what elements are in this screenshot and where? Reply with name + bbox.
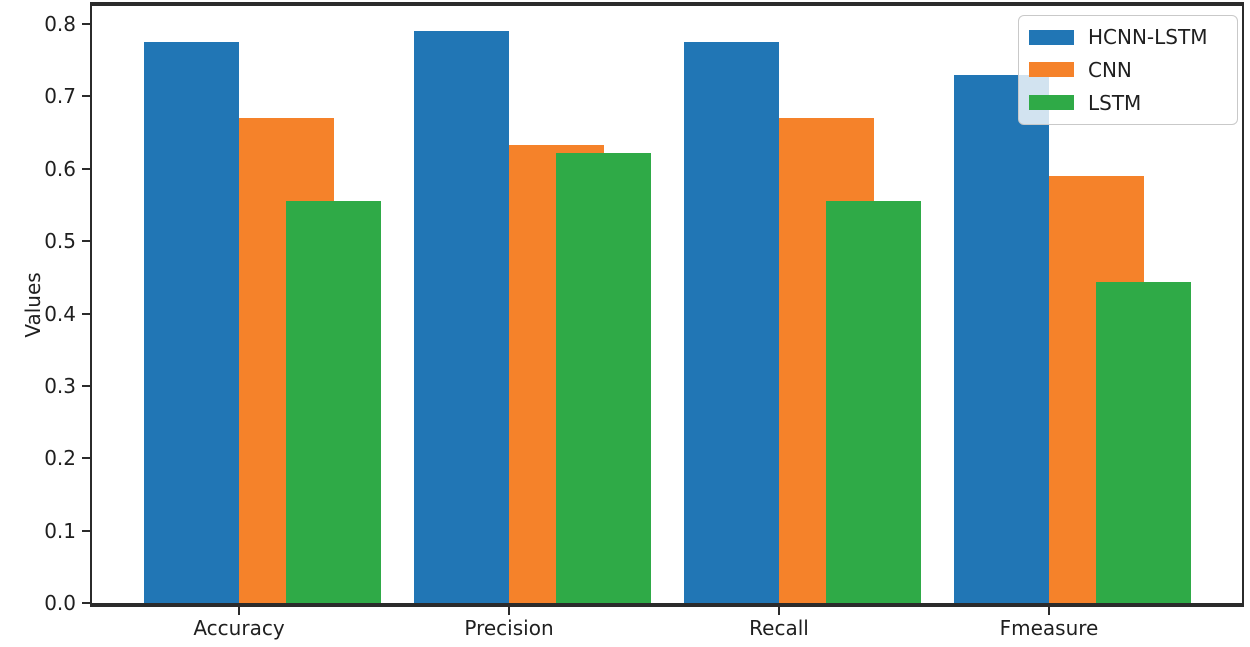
legend-item-cnn: CNN <box>1029 59 1227 81</box>
y-tick-mark <box>82 457 90 459</box>
y-tick-label-0-6: 0.6 <box>44 157 76 181</box>
x-tick-label-recall: Recall <box>749 616 809 640</box>
y-tick-mark <box>82 313 90 315</box>
y-tick-mark <box>82 168 90 170</box>
y-tick-label-0-1: 0.1 <box>44 519 76 543</box>
x-tick-label-precision: Precision <box>464 616 554 640</box>
bar-precision-hcnn-lstm <box>414 31 509 603</box>
plot-area: HCNN-LSTM CNN LSTM <box>90 2 1244 607</box>
legend-label-hcnn-lstm: HCNN-LSTM <box>1088 25 1208 50</box>
legend-swatch-cnn <box>1029 62 1074 78</box>
bar-accuracy-hcnn-lstm <box>144 42 239 603</box>
bar-recall-hcnn-lstm <box>684 42 779 603</box>
bar-fmeasure-hcnn-lstm <box>954 75 1049 603</box>
legend-swatch-hcnn-lstm <box>1029 29 1074 45</box>
y-tick-mark <box>82 240 90 242</box>
y-tick-label-0-0: 0.0 <box>44 591 76 615</box>
y-tick-label-0-7: 0.7 <box>44 84 76 108</box>
y-tick-mark <box>82 602 90 604</box>
x-tick-mark <box>238 607 240 615</box>
x-tick-mark <box>508 607 510 615</box>
bar-recall-lstm <box>826 201 921 603</box>
legend-label-cnn: CNN <box>1088 57 1132 82</box>
x-tick-label-accuracy: Accuracy <box>193 616 285 640</box>
y-tick-mark <box>82 530 90 532</box>
bar-precision-lstm <box>556 153 651 603</box>
y-tick-mark <box>82 385 90 387</box>
bar-fmeasure-lstm <box>1096 282 1191 603</box>
x-tick-mark <box>778 607 780 615</box>
y-tick-label-0-8: 0.8 <box>44 12 76 36</box>
y-tick-mark <box>82 95 90 97</box>
y-tick-label-0-4: 0.4 <box>44 302 76 326</box>
bar-accuracy-lstm <box>286 201 381 603</box>
y-tick-label-0-2: 0.2 <box>44 446 76 470</box>
y-tick-label-0-5: 0.5 <box>44 229 76 253</box>
legend-label-lstm: LSTM <box>1088 90 1142 115</box>
x-tick-label-fmeasure: Fmeasure <box>999 616 1099 640</box>
y-tick-mark <box>82 23 90 25</box>
y-tick-label-0-3: 0.3 <box>44 374 76 398</box>
x-tick-mark <box>1048 607 1050 615</box>
legend-swatch-lstm <box>1029 95 1074 111</box>
legend-item-hcnn-lstm: HCNN-LSTM <box>1029 26 1227 48</box>
legend-item-lstm: LSTM <box>1029 92 1227 114</box>
legend: HCNN-LSTM CNN LSTM <box>1018 15 1238 125</box>
